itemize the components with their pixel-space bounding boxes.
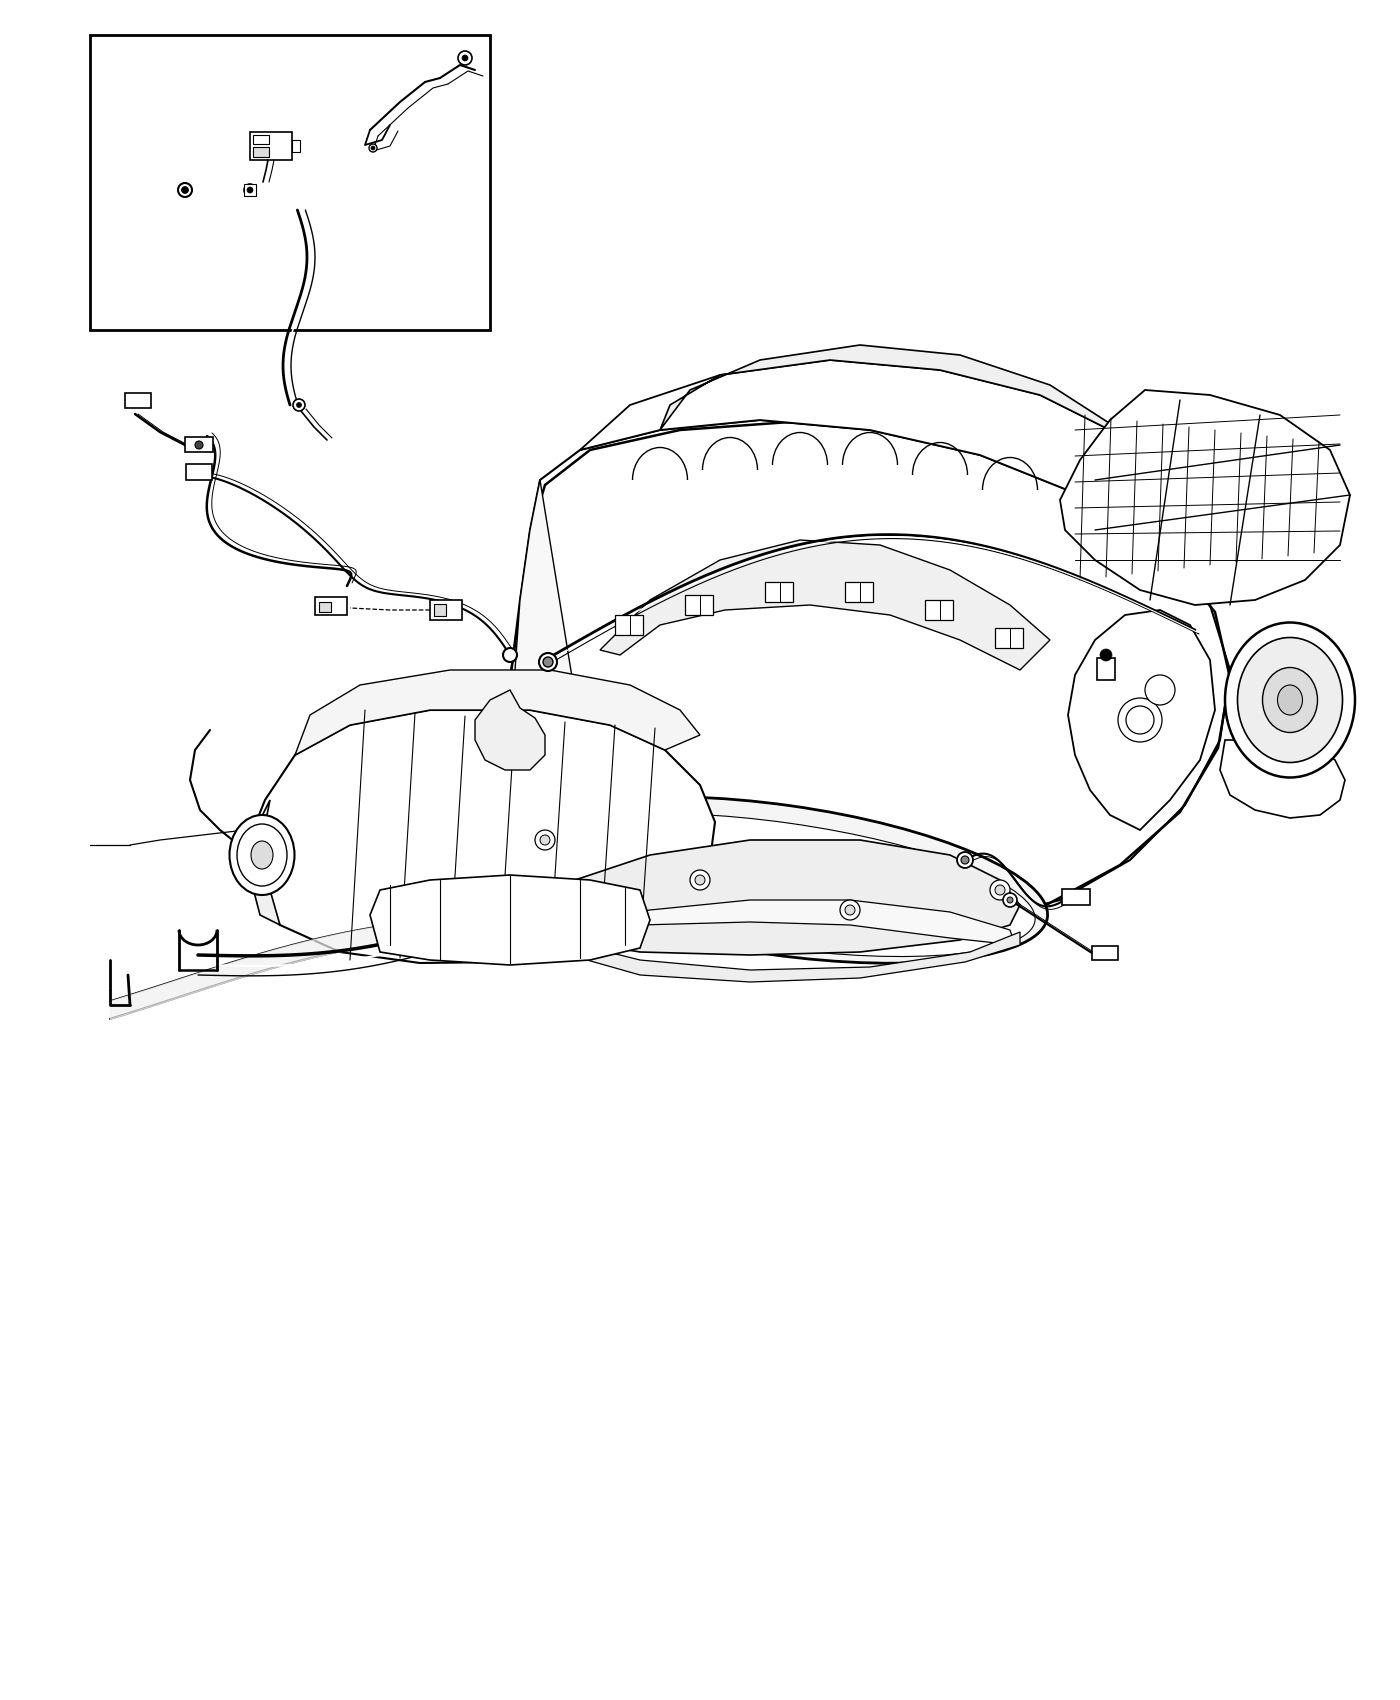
Circle shape bbox=[535, 830, 554, 850]
Polygon shape bbox=[1068, 610, 1215, 830]
Bar bbox=[925, 600, 953, 620]
Bar bbox=[253, 146, 269, 156]
Circle shape bbox=[370, 144, 377, 151]
Polygon shape bbox=[245, 801, 280, 925]
Ellipse shape bbox=[230, 814, 294, 894]
Circle shape bbox=[846, 904, 855, 915]
Circle shape bbox=[694, 876, 706, 886]
Circle shape bbox=[1100, 649, 1112, 661]
Polygon shape bbox=[580, 932, 1021, 983]
Circle shape bbox=[182, 187, 189, 194]
Circle shape bbox=[458, 51, 472, 65]
Bar bbox=[430, 600, 462, 620]
Ellipse shape bbox=[1263, 668, 1317, 733]
Circle shape bbox=[178, 184, 192, 197]
Circle shape bbox=[543, 656, 553, 666]
Polygon shape bbox=[370, 876, 650, 966]
Polygon shape bbox=[531, 840, 1021, 955]
Polygon shape bbox=[475, 690, 545, 770]
Bar bbox=[846, 581, 874, 602]
Polygon shape bbox=[580, 360, 1200, 546]
Ellipse shape bbox=[237, 824, 287, 886]
Ellipse shape bbox=[1277, 685, 1302, 716]
Bar bbox=[186, 464, 211, 479]
Bar bbox=[293, 139, 300, 151]
Polygon shape bbox=[1219, 740, 1345, 818]
Circle shape bbox=[690, 870, 710, 891]
Circle shape bbox=[539, 653, 557, 672]
Circle shape bbox=[540, 835, 550, 845]
Circle shape bbox=[1007, 898, 1014, 903]
Polygon shape bbox=[1060, 389, 1350, 605]
Circle shape bbox=[293, 400, 305, 411]
Bar bbox=[185, 437, 213, 452]
Circle shape bbox=[246, 187, 253, 194]
Bar bbox=[244, 184, 256, 196]
Bar bbox=[251, 133, 293, 160]
Polygon shape bbox=[510, 479, 605, 881]
Bar bbox=[1092, 945, 1119, 960]
Polygon shape bbox=[580, 899, 1015, 945]
Ellipse shape bbox=[1225, 622, 1355, 777]
Polygon shape bbox=[659, 345, 1161, 484]
Circle shape bbox=[244, 184, 256, 196]
Polygon shape bbox=[245, 711, 715, 962]
Ellipse shape bbox=[512, 797, 1047, 964]
Circle shape bbox=[1002, 892, 1016, 908]
Bar bbox=[685, 595, 713, 615]
Bar bbox=[995, 627, 1023, 648]
Circle shape bbox=[960, 857, 969, 864]
Bar bbox=[1063, 889, 1091, 904]
Bar bbox=[315, 597, 347, 615]
Circle shape bbox=[503, 648, 517, 661]
Ellipse shape bbox=[1238, 638, 1343, 763]
Polygon shape bbox=[601, 541, 1050, 670]
Bar bbox=[764, 581, 792, 602]
Bar bbox=[125, 393, 151, 408]
Bar bbox=[253, 134, 269, 145]
Circle shape bbox=[995, 886, 1005, 894]
Circle shape bbox=[371, 146, 375, 150]
Circle shape bbox=[195, 440, 203, 449]
Circle shape bbox=[1119, 699, 1162, 741]
Circle shape bbox=[1126, 706, 1154, 734]
Bar bbox=[1098, 658, 1114, 680]
Circle shape bbox=[462, 54, 468, 61]
Polygon shape bbox=[295, 670, 700, 755]
Bar bbox=[615, 615, 643, 636]
Circle shape bbox=[248, 187, 252, 192]
Bar bbox=[90, 36, 490, 330]
Circle shape bbox=[840, 899, 860, 920]
Circle shape bbox=[990, 881, 1009, 899]
Polygon shape bbox=[500, 420, 1231, 932]
Circle shape bbox=[1145, 675, 1175, 705]
Ellipse shape bbox=[251, 842, 273, 869]
Circle shape bbox=[958, 852, 973, 869]
Ellipse shape bbox=[525, 814, 1035, 957]
Bar bbox=[434, 604, 447, 615]
Bar bbox=[319, 602, 330, 612]
Circle shape bbox=[297, 403, 301, 408]
